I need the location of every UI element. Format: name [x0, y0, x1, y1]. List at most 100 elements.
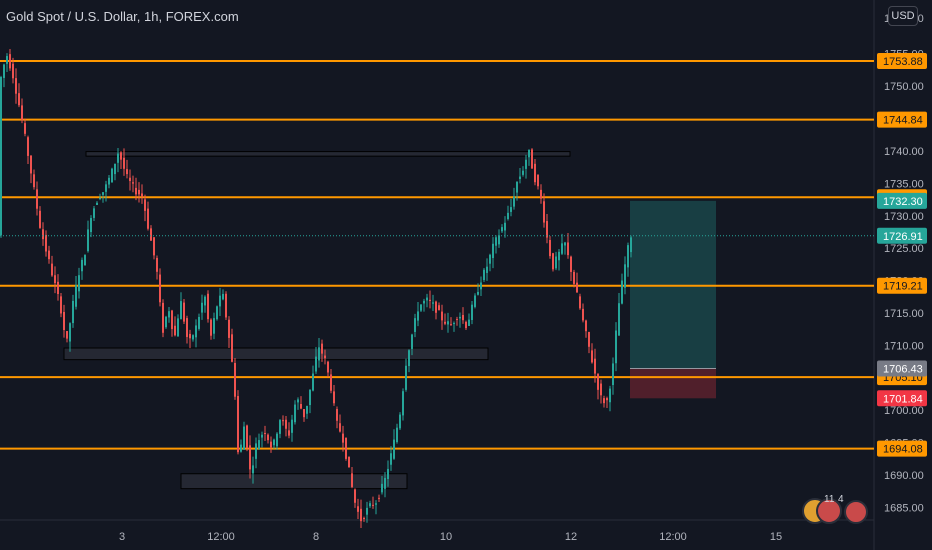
candle-body — [189, 333, 191, 339]
candle-body — [534, 163, 536, 183]
price-tick-label: 1750.00 — [884, 81, 924, 93]
candle-body — [495, 237, 497, 246]
time-tick-label: 12 — [565, 531, 577, 543]
candle-body — [408, 350, 410, 367]
candle-body — [390, 453, 392, 465]
candle-body — [504, 222, 506, 231]
candle-body — [561, 243, 563, 254]
candle-body — [378, 497, 380, 499]
price-tick-label: 1740.00 — [884, 146, 924, 158]
candle-body — [342, 433, 344, 443]
consolidation-zones — [63, 151, 571, 490]
candle-body — [615, 330, 617, 364]
candle-body — [51, 263, 53, 276]
candle-body — [42, 229, 44, 240]
candle-body — [399, 414, 401, 429]
price-tag-label: 1701.84 — [883, 393, 923, 405]
candle-body — [384, 477, 386, 489]
candle-body — [165, 316, 167, 328]
candle-body — [90, 218, 92, 233]
candle-body — [489, 254, 491, 264]
candle-body — [630, 237, 632, 253]
candle-body — [591, 350, 593, 363]
candle-body — [24, 123, 26, 134]
candle-body — [288, 430, 290, 436]
candle-body — [0, 77, 2, 236]
candle-body — [351, 473, 353, 487]
candle-body — [198, 316, 200, 329]
candle-body — [471, 304, 473, 320]
candle-body — [174, 325, 176, 336]
candle-body — [507, 212, 509, 220]
candle-body — [297, 399, 299, 403]
time-tick-label: 3 — [119, 531, 125, 543]
loss-zone[interactable] — [630, 368, 716, 399]
position-tool[interactable] — [630, 200, 716, 399]
candle-body — [141, 193, 143, 197]
candle-body — [270, 441, 272, 448]
price-tick-label: 1730.00 — [884, 211, 924, 223]
time-tick-label: 10 — [440, 531, 452, 543]
flag-icon[interactable] — [816, 498, 842, 524]
price-tag — [877, 111, 927, 128]
candle-body — [192, 335, 194, 340]
candle-body — [501, 227, 503, 232]
candle-body — [213, 318, 215, 334]
candlesticks — [0, 48, 632, 529]
consolidation-zone[interactable] — [85, 151, 571, 157]
candle-body — [252, 465, 254, 474]
candle-body — [39, 210, 41, 228]
candle-body — [441, 311, 443, 321]
candle-body — [321, 343, 323, 354]
candle-body — [429, 299, 431, 301]
candle-body — [420, 304, 422, 311]
candle-body — [318, 347, 320, 361]
candle-body — [6, 56, 8, 64]
time-axis[interactable]: 3 12:00 8 10 12 12:00 15 — [119, 531, 782, 543]
candle-body — [549, 239, 551, 257]
candle-body — [606, 398, 608, 401]
candle-body — [357, 506, 359, 512]
candle-body — [522, 170, 524, 175]
event-badges[interactable]: 11 4 — [802, 494, 868, 524]
time-tick-label: 15 — [770, 531, 782, 543]
candle-body — [126, 169, 128, 175]
candle-body — [594, 358, 596, 374]
candle-body — [171, 310, 173, 330]
candle-body — [483, 269, 485, 281]
price-tag-label: 1719.21 — [883, 281, 923, 293]
horizontal-levels[interactable] — [0, 60, 874, 450]
candle-body — [327, 361, 329, 373]
candle-body — [216, 306, 218, 320]
candle-body — [21, 105, 23, 121]
candle-body — [219, 295, 221, 307]
currency-button[interactable]: USD — [888, 6, 918, 26]
flag-icon[interactable] — [844, 500, 868, 524]
candle-body — [27, 137, 29, 156]
candle-body — [144, 199, 146, 211]
candle-body — [117, 153, 119, 163]
candle-body — [369, 503, 371, 507]
candle-body — [99, 197, 101, 200]
candle-body — [81, 259, 83, 272]
consolidation-zone[interactable] — [63, 347, 489, 361]
candle-body — [222, 293, 224, 300]
candle-body — [468, 319, 470, 326]
price-tick-label: 1715.00 — [884, 308, 924, 320]
candle-body — [450, 324, 452, 326]
consolidation-zone[interactable] — [180, 473, 408, 490]
candle-body — [12, 63, 14, 79]
candle-body — [264, 432, 266, 434]
candle-body — [54, 275, 56, 284]
candle-body — [576, 282, 578, 293]
candle-body — [309, 389, 311, 405]
profit-zone[interactable] — [630, 200, 716, 369]
candle-body — [195, 325, 197, 338]
candle-body — [123, 157, 125, 169]
candle-body — [207, 293, 209, 320]
candle-body — [69, 323, 71, 342]
price-tick-label: 1685.00 — [884, 502, 924, 514]
candle-body — [396, 427, 398, 443]
candle-body — [477, 291, 479, 295]
